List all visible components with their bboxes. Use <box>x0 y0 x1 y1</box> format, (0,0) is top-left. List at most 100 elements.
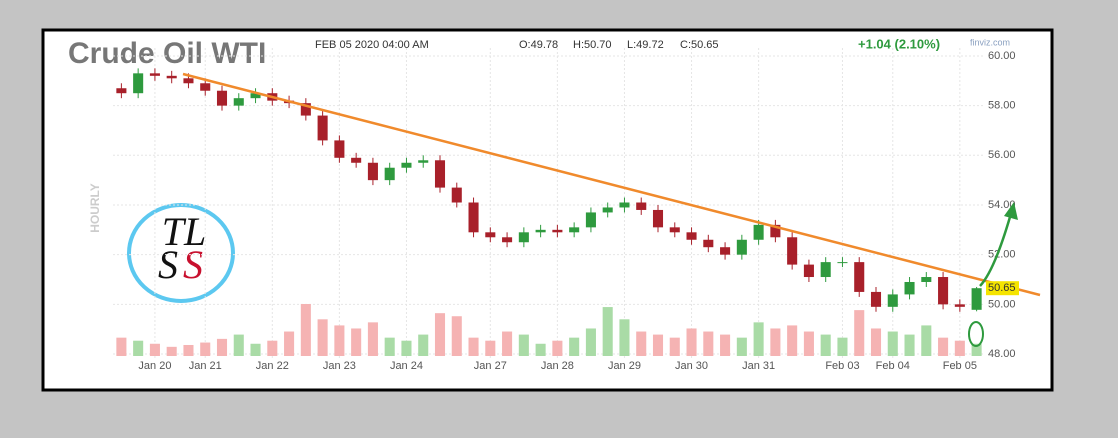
candle-body <box>837 262 848 264</box>
volume-bar <box>602 307 613 356</box>
chart-title: Crude Oil WTI <box>68 37 266 70</box>
candle-body <box>418 160 429 163</box>
candle-body <box>569 227 580 233</box>
x-tick-label: Jan 20 <box>138 360 171 372</box>
candle-body <box>669 227 680 233</box>
volume-bar <box>267 340 278 356</box>
volume-bar <box>921 325 932 356</box>
volume-bar <box>116 337 127 356</box>
volume-bar <box>233 334 244 356</box>
volume-bar <box>938 337 949 356</box>
ohlc-close: C:50.65 <box>680 39 719 51</box>
volume-bar <box>216 338 228 356</box>
volume-bar <box>317 319 328 356</box>
candle-body <box>183 78 194 84</box>
y-axis-label: HOURLY <box>88 183 102 233</box>
arrow-head <box>1004 202 1018 220</box>
candle-body <box>166 75 177 79</box>
volume-bar <box>904 334 915 356</box>
x-tick-label: Jan 29 <box>608 360 641 372</box>
candle-body <box>636 202 647 210</box>
x-tick-label: Jan 31 <box>742 360 775 372</box>
candle-body <box>585 212 596 228</box>
volume-bar <box>367 322 378 356</box>
y-tick-label: 52.00 <box>988 249 1016 261</box>
volume-bar <box>720 334 731 356</box>
candle-body <box>502 237 513 243</box>
candle-body <box>720 247 731 255</box>
y-tick-label: 50.00 <box>988 298 1016 310</box>
volume-bar <box>418 334 429 356</box>
ohlc-high: H:50.70 <box>573 39 612 51</box>
volume-bar <box>971 343 982 356</box>
candle-body <box>803 264 814 278</box>
volume-bar <box>250 343 261 356</box>
x-tick-label: Jan 28 <box>541 360 574 372</box>
highlight-circle <box>968 321 984 347</box>
volume-bar <box>284 331 295 356</box>
volume-bar <box>619 319 630 356</box>
y-tick-label: 60.00 <box>988 50 1016 62</box>
volume-bar <box>585 328 596 356</box>
candle-body <box>904 281 915 295</box>
projection-arrow <box>979 209 1014 287</box>
candle-body <box>736 239 747 255</box>
volume-bar <box>149 343 160 356</box>
x-tick-label: Jan 27 <box>474 360 507 372</box>
volume-bar <box>569 337 580 356</box>
candle-body <box>535 229 546 233</box>
volume-bar <box>803 331 814 356</box>
candle-body <box>485 232 496 238</box>
candle-body <box>770 224 781 238</box>
candle-body <box>921 277 932 282</box>
candle-body <box>619 202 630 208</box>
frame <box>41 28 1054 392</box>
volume-bar <box>200 342 211 356</box>
x-tick-label: Feb 03 <box>825 360 859 372</box>
ohlc-open: O:49.78 <box>519 39 558 51</box>
candle-body <box>938 277 949 305</box>
x-tick-label: Jan 23 <box>323 360 356 372</box>
price-tag-bg <box>986 281 1019 296</box>
volume-bar <box>753 322 764 356</box>
y-tick-label: 54.00 <box>988 199 1016 211</box>
candle-body <box>116 88 127 94</box>
volume-bar <box>518 334 529 356</box>
y-tick-label: 56.00 <box>988 149 1016 161</box>
candle-body <box>434 160 446 188</box>
volume-bar <box>703 331 714 356</box>
candle-body <box>870 291 882 307</box>
timestamp: FEB 05 2020 04:00 AM <box>315 39 429 51</box>
candle-body <box>703 239 714 248</box>
candle-body <box>133 73 144 94</box>
volume-bar <box>535 343 546 356</box>
volume-bar <box>686 328 697 356</box>
candle-body <box>200 83 211 91</box>
candle-body <box>602 207 613 213</box>
source: finviz.com <box>970 37 1010 47</box>
x-tick-label: Feb 04 <box>876 360 910 372</box>
candle-body <box>468 202 479 233</box>
volume-bar <box>652 334 664 356</box>
ohlc-low: L:49.72 <box>627 39 664 51</box>
candle-body <box>317 115 328 141</box>
candle-body <box>854 262 865 292</box>
logo-bottom-right: S <box>183 242 203 287</box>
candle-body <box>887 294 898 307</box>
logo-bottom-left: S <box>158 242 178 287</box>
volume-bar <box>485 340 496 356</box>
volume-bar <box>552 340 563 356</box>
change: +1.04 (2.10%) <box>858 36 940 51</box>
candle-body <box>753 224 764 240</box>
volume-bar <box>401 340 412 356</box>
volume-bar <box>334 325 345 356</box>
candle-body <box>216 90 228 106</box>
candle-body <box>518 232 529 243</box>
candle-body <box>351 157 362 163</box>
volume-bar <box>787 325 798 356</box>
trendline <box>182 72 1041 297</box>
candle-body <box>686 232 697 240</box>
candle-body <box>384 167 395 181</box>
candle-body <box>820 262 831 278</box>
